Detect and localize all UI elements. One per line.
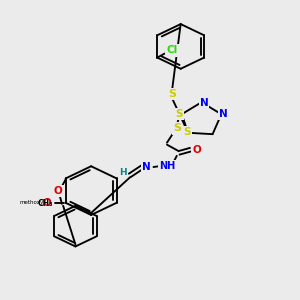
Text: N: N [219, 109, 228, 119]
Text: S: S [176, 109, 183, 119]
Text: O: O [43, 198, 52, 208]
Text: NH: NH [159, 161, 175, 171]
Text: S: S [173, 123, 181, 134]
Text: S: S [183, 127, 190, 137]
Text: CH₃: CH₃ [38, 199, 53, 208]
Text: H: H [119, 168, 127, 177]
Text: Cl: Cl [167, 46, 178, 56]
Text: O: O [192, 145, 201, 155]
Text: methoxy: methoxy [19, 200, 44, 205]
Text: O: O [54, 186, 63, 196]
Text: N: N [200, 98, 208, 108]
Text: S: S [168, 89, 176, 99]
Text: N: N [142, 162, 151, 172]
